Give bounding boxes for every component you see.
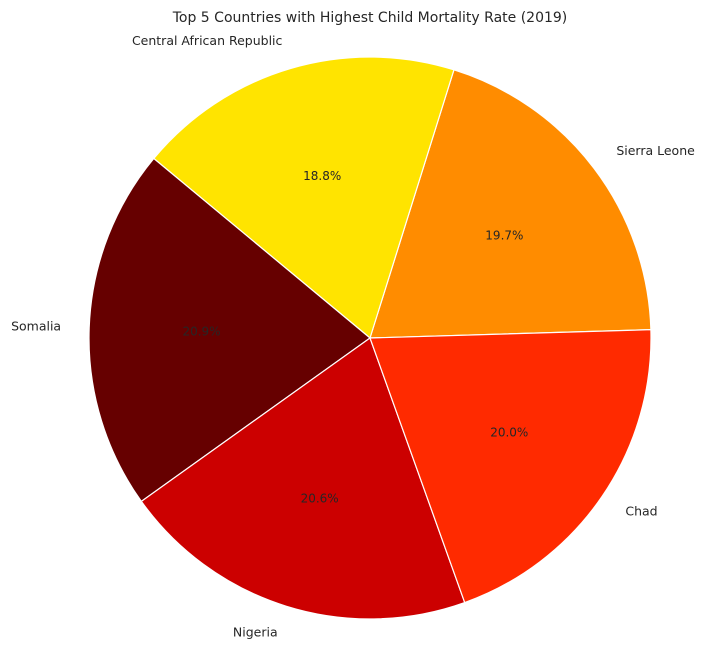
pie-slice-nigeria bbox=[140, 337, 466, 620]
pie-labels: Sierra Leone 19.7% Central African Republi… bbox=[11, 33, 695, 639]
percent-label-sierra-leone: 19.7% bbox=[485, 229, 523, 243]
chart-title: Top 5 Countries with Highest Child Morta… bbox=[172, 10, 568, 26]
pie-slice-central-african-republic bbox=[152, 56, 455, 340]
category-label-nigeria: Nigeria bbox=[233, 624, 278, 639]
pie-slices bbox=[88, 56, 652, 620]
percent-label-central-african-republic: 18.8% bbox=[303, 169, 341, 183]
category-label-sierra-leone: Sierra Leone bbox=[616, 143, 695, 158]
percent-label-chad: 20.0% bbox=[490, 426, 528, 440]
category-label-somalia: Somalia bbox=[11, 318, 61, 333]
pie-slice-chad bbox=[369, 329, 652, 604]
pie-slice-somalia bbox=[88, 157, 371, 503]
percent-label-somalia: 20.9% bbox=[182, 324, 220, 338]
category-label-chad: Chad bbox=[625, 504, 657, 519]
pie-slice-sierra-leone bbox=[369, 69, 652, 339]
category-label-central-african-republic: Central African Republic bbox=[132, 33, 283, 48]
percent-label-nigeria: 20.6% bbox=[301, 491, 339, 505]
